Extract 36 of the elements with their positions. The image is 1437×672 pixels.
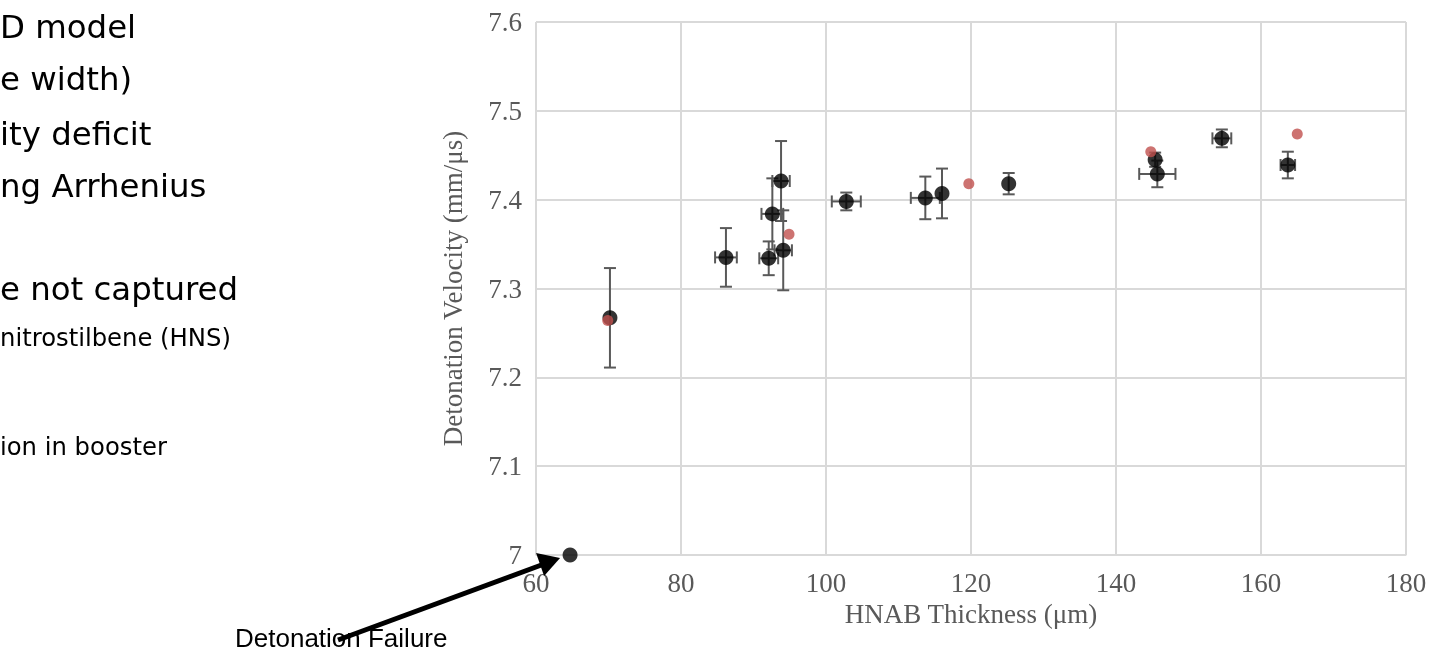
text: D model	[0, 8, 137, 46]
y-tick-label: 7.4	[488, 184, 523, 215]
x-tick-label: 100	[805, 567, 847, 598]
y-tick-label: 7.2	[488, 362, 522, 393]
point	[917, 190, 933, 206]
point	[963, 178, 975, 190]
y-axis-title: Detonation Velocity (mm/μs)	[437, 130, 468, 447]
text: ng Arrhenius	[0, 167, 207, 205]
text: e width)	[0, 60, 133, 98]
text: e not captured	[0, 270, 239, 308]
point	[1291, 128, 1303, 140]
text: nitrostilbene (HNS)	[0, 323, 231, 352]
y-tick-label: 7.3	[488, 273, 522, 304]
point	[1149, 166, 1165, 182]
point	[934, 185, 950, 201]
x-axis-title: HNAB Thickness (μm)	[844, 599, 1098, 630]
x-tick-label: 160	[1240, 567, 1282, 598]
y-tick-label: 7	[508, 540, 522, 570]
text: ion in booster	[0, 432, 167, 461]
point	[602, 314, 614, 326]
y-tick-label: 7.6	[488, 7, 522, 37]
x-tick-label: 180	[1385, 567, 1427, 598]
point	[783, 228, 795, 240]
point	[562, 547, 578, 563]
x-tick-label: 60	[522, 567, 550, 598]
text: ity deficit	[0, 115, 152, 153]
x-tick-label: 80	[667, 567, 695, 598]
text: Detonation Failure	[235, 623, 448, 654]
point	[1001, 176, 1017, 192]
point	[718, 249, 734, 265]
x-tick-label: 120	[950, 567, 992, 598]
point	[1145, 146, 1157, 158]
y-tick-label: 7.1	[488, 451, 522, 482]
point	[764, 206, 780, 222]
x-tick-label: 140	[1095, 567, 1137, 598]
y-tick-label: 7.5	[488, 95, 522, 126]
